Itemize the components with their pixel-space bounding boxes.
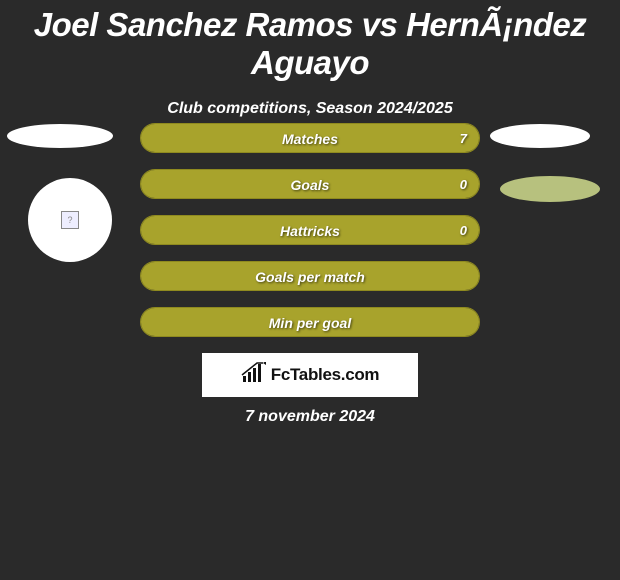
logo-text: FcTables.com xyxy=(271,365,380,385)
stat-row: Goals0 xyxy=(140,169,480,199)
stat-row: Hattricks0 xyxy=(140,215,480,245)
stat-value-right: 0 xyxy=(460,216,467,245)
source-logo: FcTables.com xyxy=(202,353,418,397)
player-avatar-left: ? xyxy=(28,178,112,262)
date-caption: 7 november 2024 xyxy=(0,408,620,426)
decorative-ellipse xyxy=(490,124,590,148)
avatar-placeholder-icon: ? xyxy=(61,211,79,229)
stat-label: Goals per match xyxy=(141,262,479,291)
page-title: Joel Sanchez Ramos vs HernÃ¡ndez Aguayo xyxy=(0,0,620,82)
stat-row: Goals per match xyxy=(140,261,480,291)
stat-value-right: 0 xyxy=(460,170,467,199)
stat-label: Goals xyxy=(141,170,479,199)
subtitle: Club competitions, Season 2024/2025 xyxy=(0,100,620,118)
stat-row: Matches7 xyxy=(140,123,480,153)
stat-value-right: 7 xyxy=(460,124,467,153)
stat-label: Matches xyxy=(141,124,479,153)
decorative-ellipse xyxy=(500,176,600,202)
chart-icon xyxy=(241,362,267,389)
stat-label: Hattricks xyxy=(141,216,479,245)
decorative-ellipse xyxy=(7,124,113,148)
stat-label: Min per goal xyxy=(141,308,479,337)
stat-row: Min per goal xyxy=(140,307,480,337)
stats-bars: Matches7Goals0Hattricks0Goals per matchM… xyxy=(140,123,480,353)
